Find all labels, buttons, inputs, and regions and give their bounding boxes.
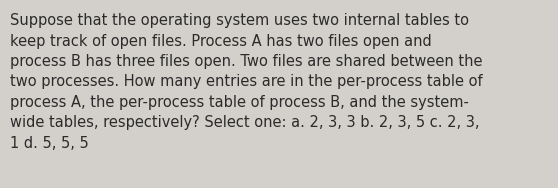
Text: Suppose that the operating system uses two internal tables to
keep track of open: Suppose that the operating system uses t… [10,13,483,151]
